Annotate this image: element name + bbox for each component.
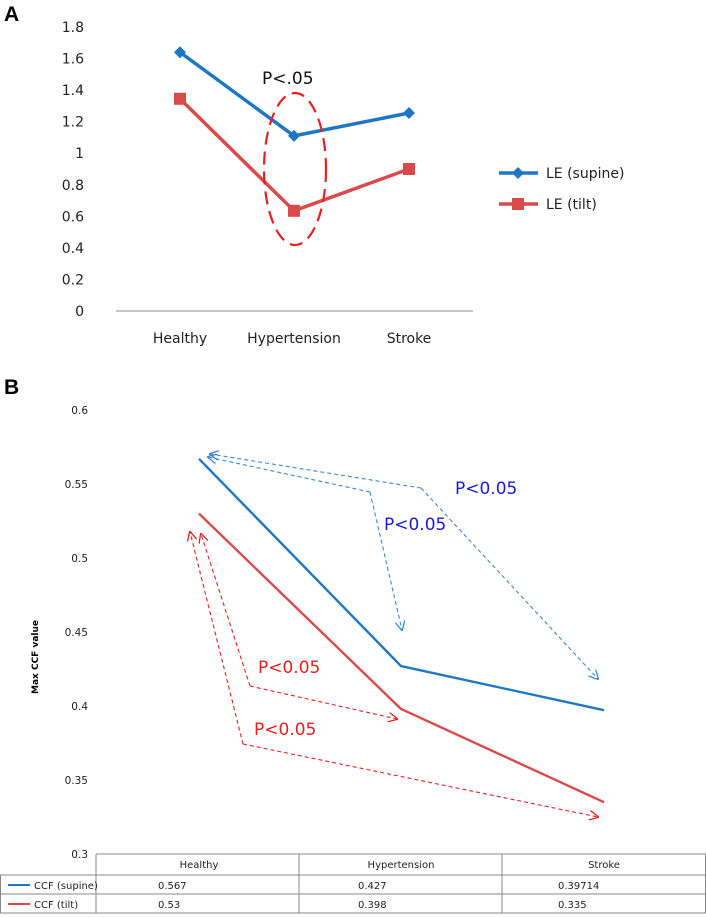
arrow-red-healthy-hypertension-head <box>201 534 251 687</box>
table-cell: 0.335 <box>558 900 587 911</box>
table-cell: 0.567 <box>158 881 187 892</box>
table-cell: 0.39714 <box>558 881 599 892</box>
arrow-red-healthy-stroke <box>242 743 598 817</box>
series-line-ccf-supine <box>198 458 605 712</box>
panel-a-y-tick-label: 1.6 <box>62 52 84 68</box>
arrow-red-healthy-stroke-head <box>190 532 244 745</box>
panel-b-blue-arrows <box>208 454 598 679</box>
legend-marker-le-supine <box>512 167 524 179</box>
panel-a-y-tick-label: 0.8 <box>62 178 84 194</box>
series-line-le-tilt <box>178 97 410 213</box>
table-header-hypertension: Hypertension <box>368 860 435 871</box>
data-point-le-supine <box>174 46 186 59</box>
table-cell: 0.53 <box>158 900 180 911</box>
panel-a-y-tick-label: 1.2 <box>62 115 84 131</box>
panel-label-b: B <box>4 376 19 399</box>
panel-b-y-tick-label: 0.6 <box>71 405 88 417</box>
panel-b-y-tick-label: 0.5 <box>71 553 88 565</box>
panel-a-x-tick-label: Hypertension <box>247 331 341 347</box>
panel-b-y-tick-label: 0.55 <box>65 479 88 491</box>
data-point-le-tilt <box>288 204 300 217</box>
panel-b-y-tick-label: 0.35 <box>65 775 88 787</box>
arrow-blue-healthy-hypertension-head <box>208 457 371 493</box>
panel-a-y-tick-label: 0.2 <box>62 272 84 288</box>
panel-a-x-tick-label: Healthy <box>153 331 207 347</box>
arrow-blue-healthy-stroke <box>420 487 598 679</box>
legend-marker-le-tilt <box>512 198 524 210</box>
panel-b-y-axis: 0.3 0.35 0.4 0.45 0.5 0.55 0.6 <box>65 405 89 861</box>
annotation-blue-1: P<0.05 <box>455 479 517 499</box>
data-point-le-tilt <box>403 163 415 175</box>
panel-b-y-tick-label: 0.4 <box>71 701 88 713</box>
data-point-le-supine <box>403 106 415 119</box>
panel-a-plot <box>174 46 415 217</box>
data-point-le-tilt <box>174 92 186 105</box>
arrow-red-healthy-hypertension <box>249 685 397 719</box>
annotation-blue-2: P<0.05 <box>384 515 446 535</box>
table-row-label-ccf-tilt: CCF (tilt) <box>34 900 78 911</box>
table-row-label-ccf-supine: CCF (supine) <box>34 881 98 892</box>
panel-a-y-tick-label: 1.4 <box>62 83 84 99</box>
arrow-blue-healthy-hypertension <box>369 491 402 630</box>
series-line-ccf-tilt <box>198 512 605 804</box>
panel-a-y-axis: 0 0.2 0.4 0.6 0.8 1 1.2 1.4 1.6 1.8 <box>62 20 84 320</box>
table-cell: 0.427 <box>358 881 387 892</box>
annotation-red-1: P<0.05 <box>258 658 320 678</box>
panel-b-plot <box>198 458 605 804</box>
panel-b-y-tick-label: 0.3 <box>71 849 88 861</box>
panel-a-x-tick-label: Stroke <box>387 331 432 347</box>
arrow-blue-healthy-stroke-head <box>210 454 422 489</box>
panel-a-y-tick-label: 1.8 <box>62 20 84 36</box>
panel-label-a: A <box>4 3 19 26</box>
legend-label-le-supine: LE (supine) <box>546 166 624 182</box>
significance-ellipse <box>262 91 328 247</box>
table-header-stroke: Stroke <box>588 860 620 871</box>
panel-a-y-tick-label: 0.6 <box>62 209 84 225</box>
panel-b-red-arrows <box>190 532 598 817</box>
panel-a-legend: LE (supine) LE (tilt) <box>499 166 624 213</box>
panel-a-y-tick-label: 1 <box>75 146 84 162</box>
panel-b-y-axis-label: Max CCF value <box>31 620 41 694</box>
data-point-le-supine <box>288 129 300 142</box>
panel-a-x-axis: Healthy Hypertension Stroke <box>153 331 431 347</box>
panel-b-data-table: Healthy Hypertension Stroke CCF (supine) 0.5… <box>0 853 706 914</box>
table-header-healthy: Healthy <box>180 860 219 871</box>
annotation-red-2: P<0.05 <box>254 720 316 740</box>
panel-b-y-tick-label: 0.45 <box>65 627 88 639</box>
panel-a-y-tick-label: 0.4 <box>62 241 84 257</box>
table-cell: 0.398 <box>358 900 387 911</box>
panel-a-annotation: P<.05 <box>262 69 314 89</box>
legend-label-le-tilt: LE (tilt) <box>546 197 597 213</box>
panel-a-y-tick-label: 0 <box>75 304 84 320</box>
